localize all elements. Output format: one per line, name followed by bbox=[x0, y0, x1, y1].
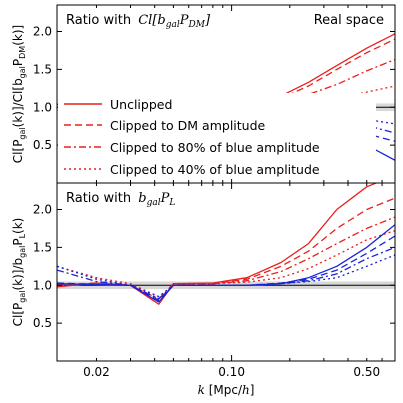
legend-label: Unclipped bbox=[110, 97, 172, 112]
legend-item-unclipped: Unclipped bbox=[64, 97, 172, 112]
top-title: Ratio with Cl[bgalPDM] bbox=[66, 13, 211, 30]
top-annotation: Real space bbox=[314, 13, 384, 28]
plot-clip-group bbox=[57, 183, 395, 305]
series-line-blue-dotted bbox=[57, 254, 395, 298]
x-tick-label: 0.50 bbox=[353, 365, 380, 379]
y-tick-label: 1.5 bbox=[33, 62, 52, 76]
y-tick-label: 0.5 bbox=[33, 138, 52, 152]
legend-label: Clipped to 80% of blue amplitude bbox=[110, 140, 320, 155]
y-tick-label: 2.0 bbox=[33, 203, 52, 217]
y-tick-label: 0.5 bbox=[33, 316, 52, 330]
x-tick-label: 0.02 bbox=[83, 365, 110, 379]
top-ylabel: Cl[Pgal(k)]/Cl[bgalPDM(k)] bbox=[11, 25, 27, 163]
series-line-red-dotted bbox=[57, 230, 395, 298]
y-tick-label: 1.0 bbox=[33, 278, 52, 292]
bottom-plot-area bbox=[57, 183, 395, 305]
bottom-frame bbox=[56, 182, 396, 362]
legend-item-clipped-80: Clipped to 80% of blue amplitude bbox=[64, 140, 320, 155]
x-axis-label: k [Mpc/h] bbox=[198, 383, 255, 397]
y-tick-label: 2.0 bbox=[33, 25, 52, 39]
x-axis: 0.02 0.10 0.50 bbox=[83, 183, 383, 379]
series-line-blue-dashed bbox=[57, 235, 395, 302]
legend-item-clipped-40: Clipped to 40% of blue amplitude bbox=[64, 162, 320, 177]
y-tick-label: 1.5 bbox=[33, 240, 52, 254]
series-line-blue-dashdot bbox=[57, 246, 395, 300]
series-line-red-dashdot bbox=[57, 216, 395, 300]
legend: Unclipped Clipped to DM amplitude Clippe… bbox=[58, 93, 376, 179]
x-tick-label: 0.10 bbox=[218, 365, 245, 379]
bottom-y-axis: 0.5 1.0 1.5 2.0 bbox=[33, 203, 395, 330]
y-tick-label: 1.0 bbox=[33, 100, 52, 114]
legend-label: Clipped to DM amplitude bbox=[110, 118, 266, 133]
legend-item-clipped-dm: Clipped to DM amplitude bbox=[64, 118, 266, 133]
legend-label: Clipped to 40% of blue amplitude bbox=[110, 162, 320, 177]
series-line-blue-solid bbox=[57, 224, 395, 303]
bottom-ylabel: Cl[Pgal(k)]/bgalPL(k) bbox=[11, 218, 27, 327]
bottom-title: Ratio with bgalPL bbox=[66, 191, 175, 208]
panel-bottom: Ratio with bgalPL 0.51.01.52.0 0.02 0.10 0… bbox=[11, 182, 396, 397]
legend-box bbox=[58, 93, 376, 179]
